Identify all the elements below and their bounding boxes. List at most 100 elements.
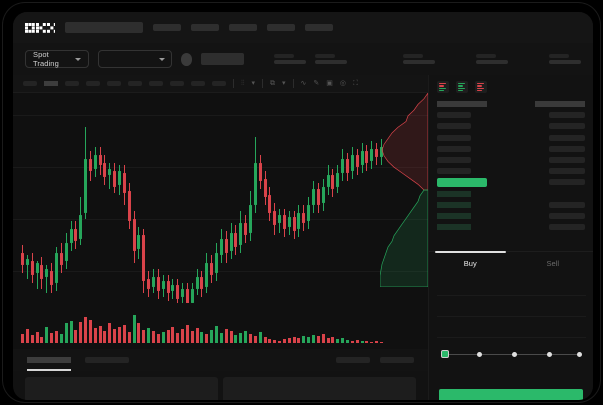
nav-item-earn[interactable] [267, 24, 295, 31]
line-style-icon[interactable]: ∿ [300, 80, 307, 87]
nav-item-more[interactable] [305, 24, 333, 31]
orderbook-bids-icon[interactable] [456, 81, 468, 93]
volume-bar [181, 329, 185, 343]
order-total-field[interactable] [437, 317, 586, 338]
timeframe-1w[interactable] [149, 81, 163, 86]
nav-item-trade[interactable] [191, 24, 219, 31]
table-row[interactable] [437, 122, 585, 130]
table-row[interactable] [437, 156, 585, 164]
volume-bar [137, 323, 141, 343]
camera-icon[interactable]: ▣ [326, 80, 333, 87]
table-row[interactable] [437, 134, 585, 142]
search-input[interactable] [65, 22, 143, 33]
pair-select[interactable] [97, 50, 172, 68]
candle-body [379, 147, 383, 157]
candle-body [205, 263, 209, 287]
candle-body [268, 195, 272, 213]
orderbook-trade-panel: Buy Sell [428, 75, 593, 400]
okx-logo[interactable] [25, 21, 55, 34]
trading-mode-dropdown[interactable]: Spot Trading [25, 50, 89, 68]
candle-body [278, 215, 282, 223]
orders-action-2[interactable] [380, 357, 414, 363]
slider-stop-100[interactable] [577, 351, 582, 357]
candle-body [234, 233, 238, 247]
order-amount-field[interactable] [437, 296, 586, 317]
volume-bar [69, 321, 73, 343]
volume-bar [190, 331, 194, 343]
amount-percent-slider[interactable] [441, 350, 582, 359]
gridline [13, 115, 428, 116]
table-row[interactable] [437, 223, 585, 231]
candle-body [127, 191, 131, 221]
candle-body [331, 175, 335, 189]
volume-bar [268, 339, 272, 343]
candle-wick [36, 261, 38, 289]
timeframe-4h[interactable] [107, 81, 121, 86]
volume-bar [350, 341, 354, 343]
pair-name[interactable] [201, 53, 244, 65]
tab-order-history[interactable] [85, 357, 129, 363]
timeframe-1d[interactable] [128, 81, 142, 86]
order-price-field[interactable] [437, 275, 586, 296]
orders-panel-right[interactable] [223, 377, 416, 400]
orderbook-list[interactable] [429, 98, 593, 231]
brush-icon[interactable]: ✎ [313, 80, 320, 87]
table-row[interactable] [437, 111, 585, 119]
orderbook-spread-row[interactable] [437, 177, 585, 187]
candle-body [118, 171, 121, 185]
slider-stop-75[interactable] [547, 351, 552, 357]
volume-bar [345, 340, 349, 343]
candle-body [312, 189, 315, 205]
nav-item-markets[interactable] [153, 24, 181, 31]
tab-buy[interactable]: Buy [429, 251, 512, 275]
table-row[interactable] [437, 190, 585, 198]
top-navigation-bar [13, 12, 593, 43]
volume-bar [360, 341, 364, 343]
volume-bar [229, 331, 233, 343]
stat-value [548, 60, 581, 65]
candle-body [200, 277, 204, 289]
candle-body [45, 269, 49, 277]
candle-body [355, 155, 359, 167]
timeframe-1m[interactable] [23, 81, 37, 86]
orderbook-asks-icon[interactable] [475, 81, 487, 93]
timeframe-5m[interactable] [44, 81, 58, 86]
slider-handle[interactable] [441, 350, 449, 358]
price-candlestick-chart[interactable] [13, 93, 428, 303]
orders-action-1[interactable] [336, 357, 370, 363]
candle-body [50, 271, 54, 285]
orders-panel-left[interactable] [25, 377, 218, 400]
stat-low [475, 53, 508, 65]
indicator-icon[interactable]: ⫶⫶ [241, 80, 245, 87]
slider-stop-50[interactable] [512, 351, 517, 357]
volume-bar [297, 338, 301, 343]
chevron-down-icon[interactable]: ▾ [251, 80, 256, 87]
place-order-button[interactable] [439, 389, 583, 400]
slider-stop-25[interactable] [477, 351, 482, 357]
table-row[interactable] [437, 167, 585, 175]
volume-bar [287, 338, 291, 343]
orderbook-both-icon[interactable] [437, 81, 449, 93]
candle-body [263, 179, 267, 197]
tab-open-orders[interactable] [27, 357, 71, 371]
volume-bar [88, 320, 92, 343]
tab-sell[interactable]: Sell [546, 259, 559, 268]
timeframe-1h[interactable] [86, 81, 100, 86]
compare-icon[interactable]: ⧉ [270, 80, 276, 87]
table-row[interactable] [437, 212, 585, 220]
table-row[interactable] [437, 201, 585, 209]
chevron-down-icon[interactable]: ▾ [282, 80, 286, 87]
timeframe-15m[interactable] [65, 81, 79, 86]
timeframe-more[interactable] [191, 81, 205, 86]
nav-item-derivatives[interactable] [229, 24, 257, 31]
timeframe-custom[interactable] [212, 81, 226, 86]
candle-body [215, 253, 218, 273]
candle-body [88, 159, 92, 171]
timeframe-1mo[interactable] [170, 81, 184, 86]
settings-icon[interactable]: ◎ [339, 80, 347, 87]
volume-bar [244, 331, 248, 343]
table-row[interactable] [437, 145, 585, 153]
volume-bar [171, 327, 175, 343]
volume-bar [79, 322, 83, 343]
fullscreen-icon[interactable]: ⛶ [353, 80, 358, 87]
